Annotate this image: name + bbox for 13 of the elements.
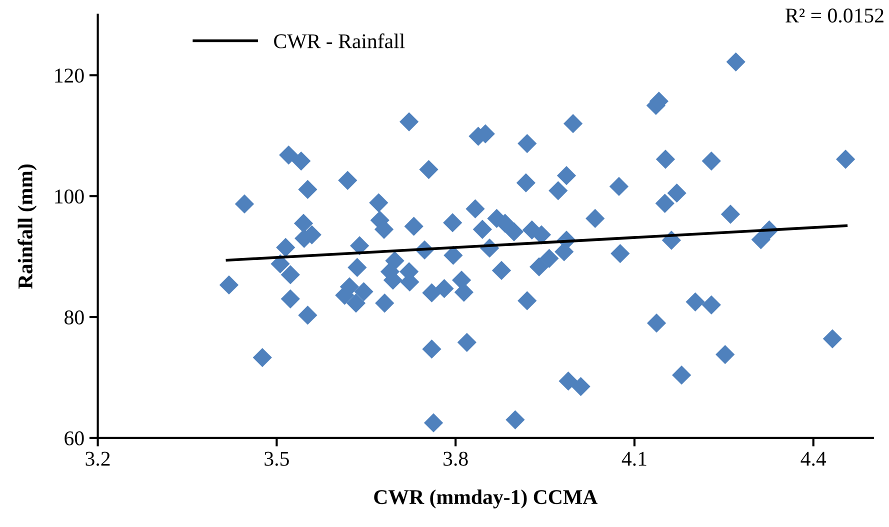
x-tick-label: 3.8 (444, 452, 468, 466)
x-tick-label: 4.1 (622, 452, 646, 466)
y-tick-label: 100 (55, 189, 84, 204)
y-axis-title: Rainfall (mm) (18, 164, 37, 289)
x-tick-label: 3.5 (264, 452, 289, 466)
x-tick-label: 4.4 (800, 452, 826, 466)
y-tick-label: 120 (55, 68, 84, 83)
y-tick-label: 60 (64, 431, 84, 446)
legend-label: CWR - Rainfall (274, 33, 405, 48)
x-tick-label: 3.2 (86, 452, 110, 466)
x-axis-title: CWR (mmday-1) CCMA (374, 489, 598, 508)
y-tick-label: 80 (64, 310, 84, 324)
annotation: R² = 0.0152 (786, 8, 884, 23)
